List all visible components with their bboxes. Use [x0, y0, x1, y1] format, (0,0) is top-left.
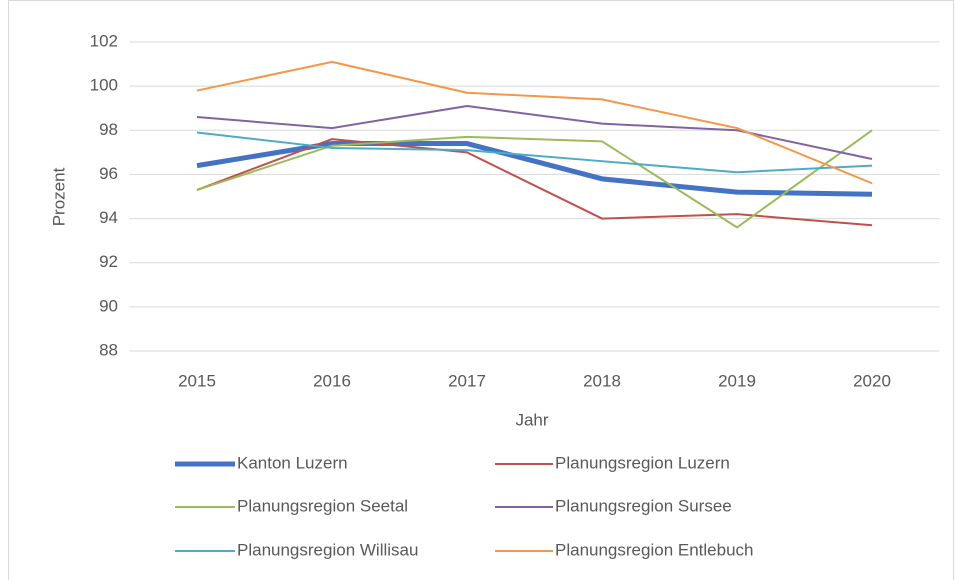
series-line	[196, 105, 873, 160]
legend-label: Planungsregion Sursee	[555, 496, 732, 515]
x-tick-label: 2017	[448, 371, 486, 390]
series-line	[196, 138, 873, 227]
legend-label: Planungsregion Willisau	[237, 540, 418, 559]
y-axis-label: Prozent	[49, 167, 68, 226]
series-line	[196, 131, 873, 174]
legend-label: Planungsregion Seetal	[237, 496, 408, 515]
y-tick-label: 90	[99, 296, 118, 315]
x-axis-label: Jahr	[515, 410, 548, 429]
legend-label: Planungsregion Entlebuch	[555, 540, 753, 559]
y-tick-label: 94	[99, 208, 118, 227]
y-tick-label: 96	[99, 164, 118, 183]
x-tick-label: 2016	[313, 371, 351, 390]
y-tick-label: 92	[99, 252, 118, 271]
chart-border	[8, 0, 954, 580]
x-tick-label: 2018	[583, 371, 621, 390]
x-tick-label: 2015	[178, 371, 216, 390]
x-tick-label: 2019	[718, 371, 756, 390]
legend-label: Kanton Luzern	[237, 453, 348, 472]
series-line	[196, 60, 873, 185]
y-tick-label: 100	[90, 76, 118, 95]
y-tick-label: 88	[99, 340, 118, 359]
y-tick-label: 102	[90, 31, 118, 50]
series-line	[196, 129, 873, 229]
x-tick-label: 2020	[853, 371, 891, 390]
legend-label: Planungsregion Luzern	[555, 453, 730, 472]
y-tick-label: 98	[99, 120, 118, 139]
